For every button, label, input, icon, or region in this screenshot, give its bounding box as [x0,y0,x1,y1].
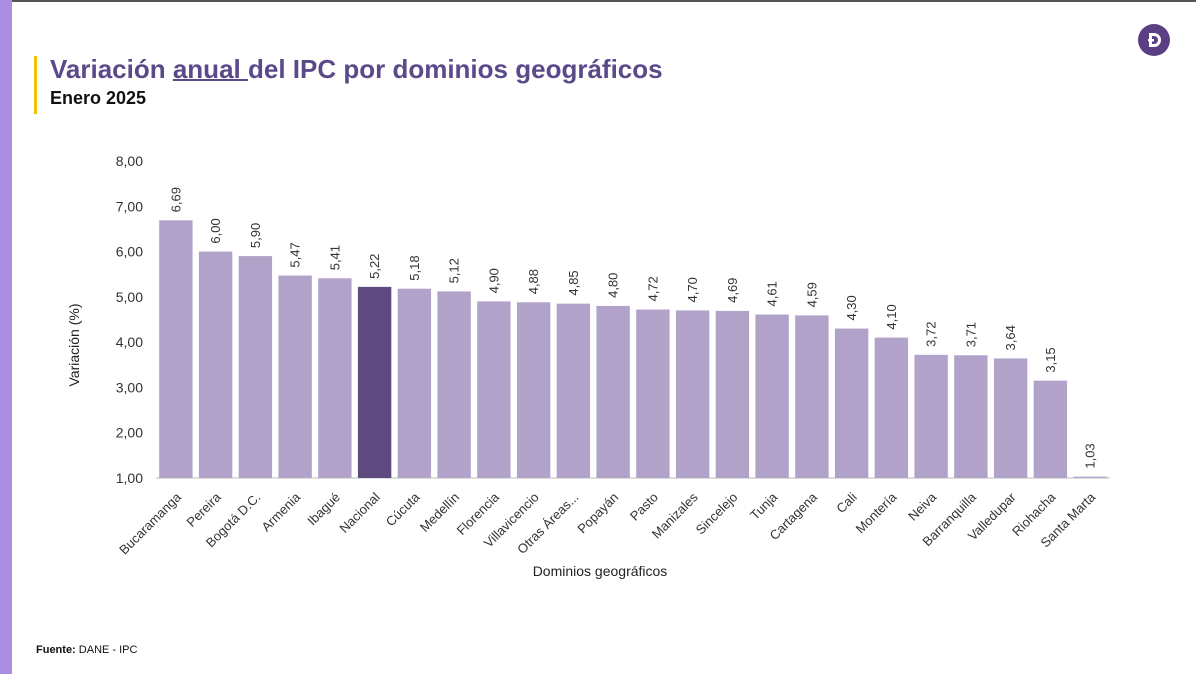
bar [159,220,193,478]
page-title: Variación anual del IPC por dominios geo… [50,54,663,85]
bar [636,309,670,478]
x-tick-label: Armenia [258,489,303,534]
y-tick-label: 8,00 [116,153,143,169]
bar-value-label: 4,70 [685,277,700,302]
bar-value-label: 4,59 [804,282,819,307]
bar [675,310,710,478]
x-tick-label: Sincelejo [693,490,741,538]
bar [1033,380,1068,478]
dane-logo-icon [1138,24,1170,56]
bar-value-label: 3,15 [1043,347,1058,372]
source-footer: Fuente: DANE - IPC [36,644,137,656]
bar [556,303,591,478]
bar [874,337,909,478]
y-tick-label: 2,00 [116,425,143,441]
bar-value-label: 5,41 [327,245,342,270]
title-prefix: Variación [50,54,173,84]
y-tick-label: 5,00 [116,289,143,305]
title-accent-bar [34,56,37,114]
bar-value-label: 6,00 [208,218,223,243]
bar [914,354,948,478]
bar [516,302,551,478]
y-tick-label: 4,00 [116,334,143,350]
x-tick-label: Pasto [627,490,661,524]
x-tick-label: Ibagué [304,490,343,529]
x-tick-label: Cali [833,489,860,516]
bar-highlight [357,286,392,478]
bar-value-label: 4,30 [844,295,859,320]
bar-value-label: 4,85 [566,270,581,295]
bar-value-label: 5,12 [447,258,462,283]
bar-value-label: 4,72 [645,276,660,301]
left-accent-stripe [0,0,12,674]
y-axis-title: Variación (%) [66,304,82,387]
y-tick-label: 6,00 [116,244,143,260]
bar-value-label: 4,69 [725,278,740,303]
bar-value-label: 4,10 [884,304,899,329]
x-tick-label: Popayán [574,490,621,537]
page-subtitle: Enero 2025 [50,88,147,108]
x-tick-label: Tunja [747,489,781,523]
bar [477,301,511,478]
source-label: Fuente: [36,644,76,656]
bar [954,355,988,478]
x-tick-label: Neiva [905,489,940,524]
title-underlined: anual [172,54,248,84]
x-tick-label: Montería [853,489,900,536]
bar [795,315,829,478]
bar [198,251,233,478]
x-tick-label: Nacional [336,489,382,535]
bar-value-label: 4,88 [526,269,541,294]
y-tick-label: 1,00 [116,470,143,486]
bar [1073,476,1107,478]
bar-value-label: 3,71 [963,322,978,347]
bar-value-label: 5,22 [367,254,382,279]
bar [596,305,630,478]
bar-value-label: 4,61 [765,281,780,306]
bar-value-label: 5,90 [248,223,263,248]
bar-value-label: 6,69 [168,187,183,212]
bar [437,291,471,478]
y-tick-label: 3,00 [116,379,143,395]
x-tick-label: Bucaramanga [116,489,184,557]
bar-value-label: 4,90 [486,268,501,293]
bar [397,288,432,478]
title-suffix: del IPC por dominios geográficos [247,54,663,84]
bar-value-label: 5,47 [288,242,303,267]
bar [278,275,312,478]
bar [993,358,1028,478]
bar [755,314,789,478]
y-tick-label: 7,00 [116,198,143,214]
bar-value-label: 5,18 [407,255,422,280]
bar [715,310,750,478]
bar-value-label: 3,64 [1003,325,1018,350]
bar [238,256,273,478]
bar-value-label: 1,03 [1083,443,1098,468]
bar-value-label: 4,80 [606,273,621,298]
top-border [0,0,1196,2]
bar-value-label: 3,72 [924,322,939,347]
bar [318,278,352,478]
bar [834,328,869,478]
x-axis-title: Dominios geográficos [533,563,668,579]
source-text: DANE - IPC [75,644,138,656]
